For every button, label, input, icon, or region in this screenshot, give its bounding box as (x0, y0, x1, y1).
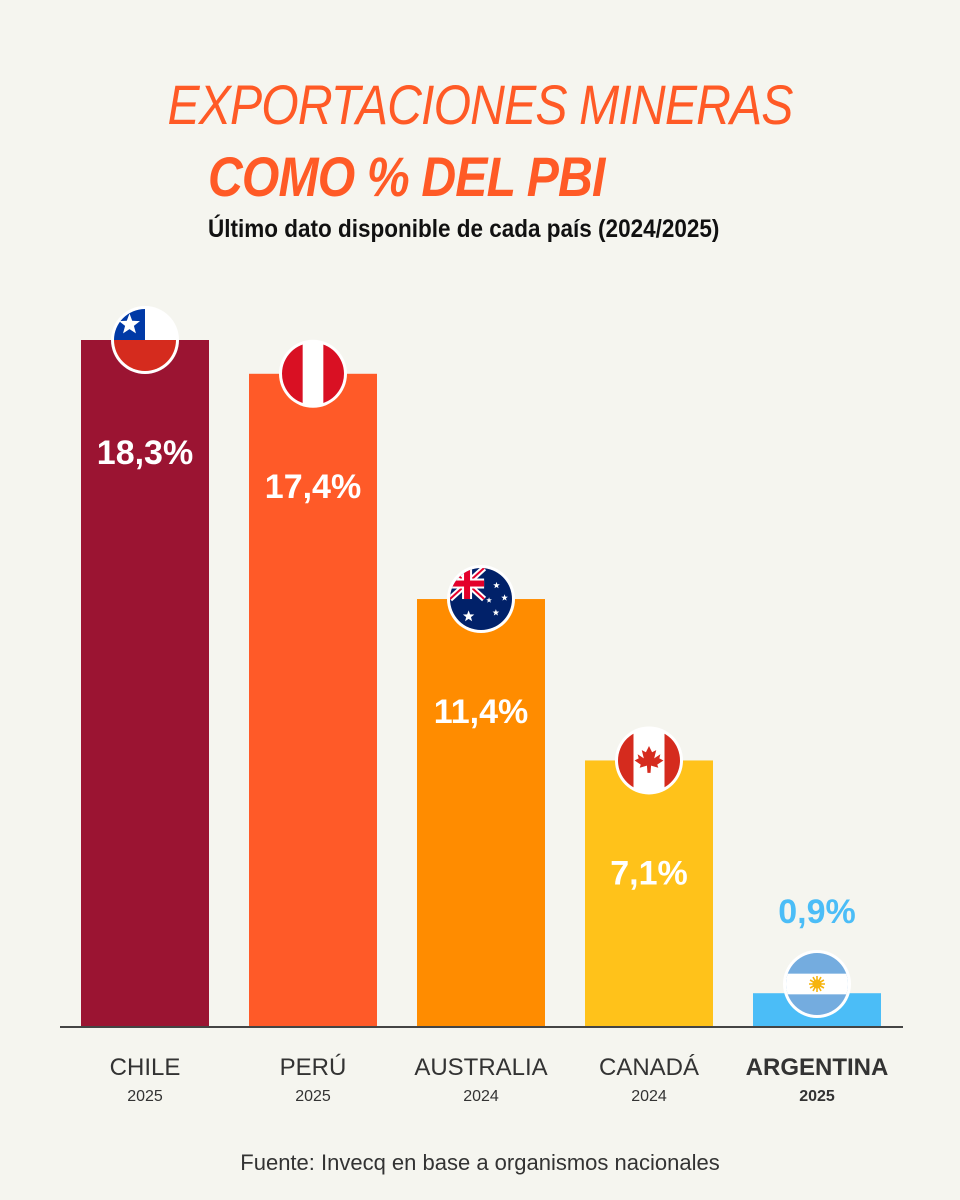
year-label: 2025 (295, 1088, 331, 1105)
value-label: 11,4% (434, 693, 529, 731)
argentina-flag-icon (783, 950, 851, 1018)
year-label: 2025 (127, 1088, 163, 1105)
category-label: CANADÁ (599, 1054, 699, 1081)
category-label: CHILE (110, 1054, 181, 1081)
bar-chile (81, 340, 209, 1027)
chile-flag-icon (111, 306, 179, 374)
source-note: Fuente: Invecq en base a organismos naci… (240, 1150, 720, 1175)
canada-flag-icon (615, 726, 683, 795)
year-label: 2024 (631, 1088, 667, 1105)
bar-canadá (585, 760, 713, 1027)
bar-perú (249, 373, 377, 1028)
chart-title-line2: COMO % DEL PBI (208, 145, 605, 208)
category-label: AUSTRALIA (414, 1054, 547, 1081)
year-label: 2025 (799, 1088, 835, 1105)
chart-title-line1: EXPORTACIONES MINERAS (167, 73, 793, 136)
australia-flag-icon (447, 565, 515, 634)
value-label: 7,1% (610, 854, 688, 892)
year-label: 2024 (463, 1088, 499, 1105)
category-label: PERÚ (280, 1054, 347, 1081)
value-label: 0,9% (778, 893, 856, 931)
value-label: 18,3% (97, 434, 193, 472)
bar-australia (417, 599, 545, 1027)
chart-subtitle: Último dato disponible de cada país (202… (208, 215, 720, 243)
peru-flag-icon (279, 339, 347, 408)
category-label: ARGENTINA (746, 1054, 889, 1081)
value-label: 17,4% (265, 468, 361, 506)
